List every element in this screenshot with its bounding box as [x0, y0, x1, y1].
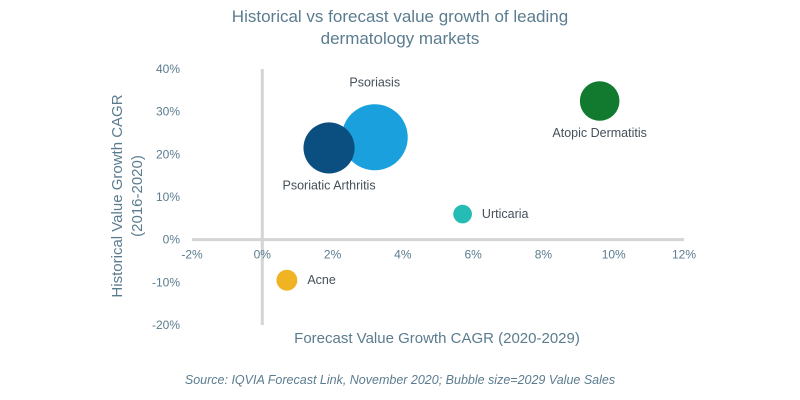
y-tick-label: -10%: [152, 275, 180, 289]
chart-title-line-1: Historical vs forecast value growth of l…: [231, 7, 569, 26]
bubble-labels: Psoriasis Psoriatic Arthritis Atopic Derma…: [283, 75, 647, 287]
x-axis-title: Forecast Value Growth CAGR (2020-2029): [294, 330, 580, 347]
bubbles: [276, 81, 620, 291]
y-tick-label: 0%: [163, 233, 181, 247]
x-tick-label: 4%: [394, 248, 412, 262]
x-tick-label: 0%: [254, 248, 272, 262]
y-tick-label: 30%: [156, 105, 180, 119]
x-tick-label: -2%: [181, 248, 203, 262]
y-tick-label: 20%: [156, 147, 180, 161]
bubble-urticaria: [453, 204, 472, 224]
bubble-label-urticaria: Urticaria: [482, 207, 529, 221]
y-tick-label: -20%: [152, 318, 180, 332]
bubble-psoriatic-arthritis: [303, 122, 355, 174]
bubble-label-psoriatic-arthritis: Psoriatic Arthritis: [283, 178, 376, 192]
bubble-label-acne: Acne: [307, 273, 336, 287]
bubble-psoriasis: [341, 104, 408, 171]
bubble-atopic-dermatitis: [579, 81, 620, 121]
x-tick-label: 8%: [535, 248, 553, 262]
bubble-acne: [276, 269, 298, 291]
axes: -2% 0% 2% 4% 6% 8% 10% 12%40%30%20%10%0%-10%-20…: [152, 62, 696, 332]
x-tick-label: 10%: [602, 248, 626, 262]
x-tick-label: 2%: [324, 248, 342, 262]
y-axis-title: Historical Value Growth CAGR (2016-2020): [109, 94, 146, 297]
source-note: Source: IQVIA Forecast Link, November 20…: [184, 373, 616, 387]
x-tick-label: 6%: [464, 248, 482, 262]
y-tick-label: 40%: [156, 62, 180, 76]
x-tick-label: 12%: [672, 248, 696, 262]
y-axis-title-line-1: Historical Value Growth CAGR: [109, 94, 126, 297]
chart-title: Historical vs forecast value growth of l…: [0, 6, 800, 50]
bubble-label-psoriasis: Psoriasis: [349, 75, 400, 89]
y-axis-title-line-2: (2016-2020): [129, 155, 146, 237]
y-tick-label: 10%: [156, 190, 180, 204]
chart-title-line-2: dermatology markets: [320, 29, 480, 48]
bubble-label-atopic-dermatitis: Atopic Dermatitis: [552, 126, 646, 140]
